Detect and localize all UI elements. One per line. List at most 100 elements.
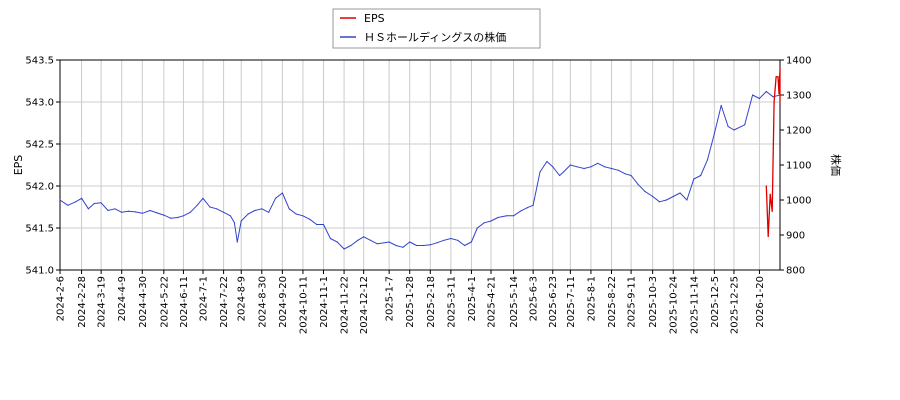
- x-tick-label: 2024-12-12: [359, 276, 370, 334]
- data-point: [464, 244, 466, 247]
- data-point: [322, 223, 325, 226]
- data-point: [559, 174, 561, 177]
- data-point: [128, 210, 130, 212]
- x-tick-label: 2024-2-28: [77, 276, 88, 328]
- data-point: [665, 199, 668, 201]
- data-point: [733, 129, 735, 131]
- series-line: [765, 67, 781, 238]
- x-tick-label: 2024-10-11: [298, 276, 309, 334]
- data-point: [775, 76, 777, 78]
- data-point: [539, 171, 541, 173]
- data-point: [457, 239, 459, 241]
- data-point: [758, 97, 761, 100]
- x-tick-label: 2024-9-20: [278, 276, 289, 328]
- y-right-tick-label: 1400: [786, 56, 811, 67]
- x-tick-label: 2026-1-20: [755, 276, 766, 328]
- y-right-tick-label: 800: [786, 266, 805, 277]
- data-point: [107, 209, 109, 212]
- legend: EPS ＨＳホールディングスの株価: [332, 8, 541, 49]
- data-point: [402, 246, 404, 248]
- data-point: [363, 236, 365, 238]
- y-axis-left: 541.0 541.5 542.0 542.5 543.0 543.5: [25, 56, 60, 277]
- data-point: [604, 166, 606, 168]
- data-point: [679, 192, 681, 194]
- data-point: [590, 166, 592, 168]
- data-point: [223, 211, 225, 213]
- data-point: [67, 204, 69, 206]
- data-point: [443, 239, 445, 241]
- data-point: [376, 243, 378, 245]
- data-point: [134, 211, 136, 213]
- x-tick-label: 2024-6-11: [179, 276, 190, 328]
- x-tick-label: 2024-7-22: [219, 276, 230, 328]
- x-tick-label: 2025-8-22: [607, 276, 618, 328]
- x-tick-label: 2024-4-9: [117, 276, 128, 321]
- data-point: [693, 178, 695, 180]
- x-tick-label: 2025-3-11: [446, 276, 457, 328]
- data-point: [720, 104, 722, 107]
- x-tick-label: 2025-4-21: [487, 276, 498, 328]
- data-point: [506, 215, 508, 217]
- data-point: [450, 237, 452, 240]
- data-point: [569, 164, 572, 166]
- data-point: [156, 212, 158, 214]
- data-point: [268, 211, 270, 213]
- data-point: [329, 237, 331, 240]
- data-point: [395, 244, 397, 247]
- data-point: [497, 216, 499, 219]
- series-layer: [59, 67, 781, 250]
- y-left-tick-label: 543.0: [25, 98, 54, 109]
- data-point: [597, 162, 599, 164]
- data-point: [350, 244, 352, 247]
- y-axis-right: 800 900 1000 1100 1200 1300 1400: [780, 56, 811, 277]
- data-point: [672, 195, 674, 198]
- x-tick-label: 2025-4-1: [467, 276, 478, 321]
- y-left-tick-label: 541.0: [25, 266, 54, 277]
- y-left-tick-label: 541.5: [25, 224, 54, 235]
- data-point: [513, 215, 515, 217]
- x-tick-label: 2024-4-30: [138, 276, 149, 328]
- x-tick-label: 2025-1-7: [385, 276, 396, 321]
- data-point: [254, 209, 256, 212]
- y-left-tick-label: 542.0: [25, 182, 54, 193]
- data-point: [416, 244, 418, 247]
- data-point: [121, 211, 123, 213]
- data-point: [87, 208, 89, 210]
- data-point: [357, 239, 359, 241]
- legend-label-price: ＨＳホールディングスの株価: [364, 30, 506, 44]
- data-point: [93, 202, 95, 205]
- series-price: [59, 90, 781, 250]
- data-point: [177, 216, 179, 219]
- series-eps: [765, 67, 781, 238]
- data-point: [274, 197, 277, 199]
- data-point: [576, 166, 578, 168]
- data-point: [336, 241, 338, 243]
- data-point: [652, 195, 654, 198]
- data-point: [771, 210, 773, 212]
- x-tick-label: 2024-11-22: [340, 276, 351, 334]
- data-point: [170, 217, 172, 219]
- data-point: [189, 211, 191, 213]
- x-tick-label: 2025-9-11: [627, 276, 638, 328]
- data-point: [476, 227, 478, 229]
- data-point: [773, 101, 775, 103]
- y-right-tick-label: 1000: [786, 196, 811, 207]
- data-point: [202, 197, 204, 199]
- data-point: [229, 215, 231, 217]
- x-tick-label: 2024-11-1: [319, 276, 330, 328]
- data-point: [59, 199, 61, 201]
- legend-label-eps: EPS: [364, 12, 385, 25]
- data-point: [765, 90, 767, 93]
- x-tick-label: 2024-7-1: [199, 276, 210, 321]
- data-point: [470, 241, 472, 243]
- data-point: [519, 210, 522, 212]
- x-tick-label: 2024-2-6: [56, 276, 67, 321]
- data-point: [261, 208, 263, 210]
- data-point: [209, 206, 211, 208]
- y-left-tick-label: 542.5: [25, 140, 54, 151]
- data-point: [778, 93, 780, 95]
- data-point: [630, 174, 632, 177]
- data-point: [422, 244, 424, 247]
- x-tick-label: 2024-8-30: [257, 276, 268, 328]
